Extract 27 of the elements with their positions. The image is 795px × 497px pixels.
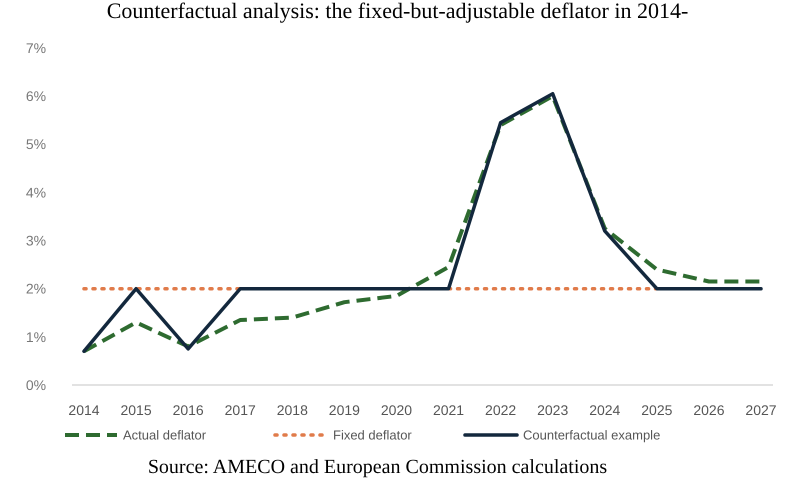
x-tick-label: 2021 xyxy=(432,402,464,418)
y-tick-label: 1% xyxy=(26,328,46,345)
y-tick-label: 6% xyxy=(26,88,46,104)
x-tick-label: 2023 xyxy=(537,402,568,418)
x-tick-label: 2025 xyxy=(641,402,673,418)
y-tick-label: 7% xyxy=(26,40,46,56)
x-tick-label: 2027 xyxy=(745,402,777,418)
x-tick-label: 2024 xyxy=(589,402,621,418)
x-tick-label: 2020 xyxy=(380,402,412,418)
x-tick-label: 2019 xyxy=(328,402,360,418)
x-tick-label: 2022 xyxy=(485,402,516,418)
x-tick-label: 2018 xyxy=(276,402,308,418)
y-tick-label: 5% xyxy=(26,136,46,152)
y-tick-label: 2% xyxy=(26,280,46,297)
legend-label: Fixed deflator xyxy=(333,428,412,443)
x-tick-label: 2015 xyxy=(120,402,152,418)
x-tick-label: 2014 xyxy=(68,402,100,418)
y-tick-label: 0% xyxy=(26,376,46,393)
legend-label: Actual deflator xyxy=(123,428,207,443)
chart-title: Counterfactual analysis: the fixed-but-adjustable deflator in 2014- xyxy=(106,0,688,23)
x-tick-label: 2016 xyxy=(172,402,204,418)
x-tick-label: 2017 xyxy=(224,402,256,418)
source-note: Source: AMECO and European Commission calculations xyxy=(148,456,608,478)
y-tick-label: 3% xyxy=(26,232,46,248)
y-tick-label: 4% xyxy=(26,184,46,200)
x-tick-label: 2026 xyxy=(693,402,725,418)
legend-label: Counterfactual example xyxy=(523,428,660,443)
